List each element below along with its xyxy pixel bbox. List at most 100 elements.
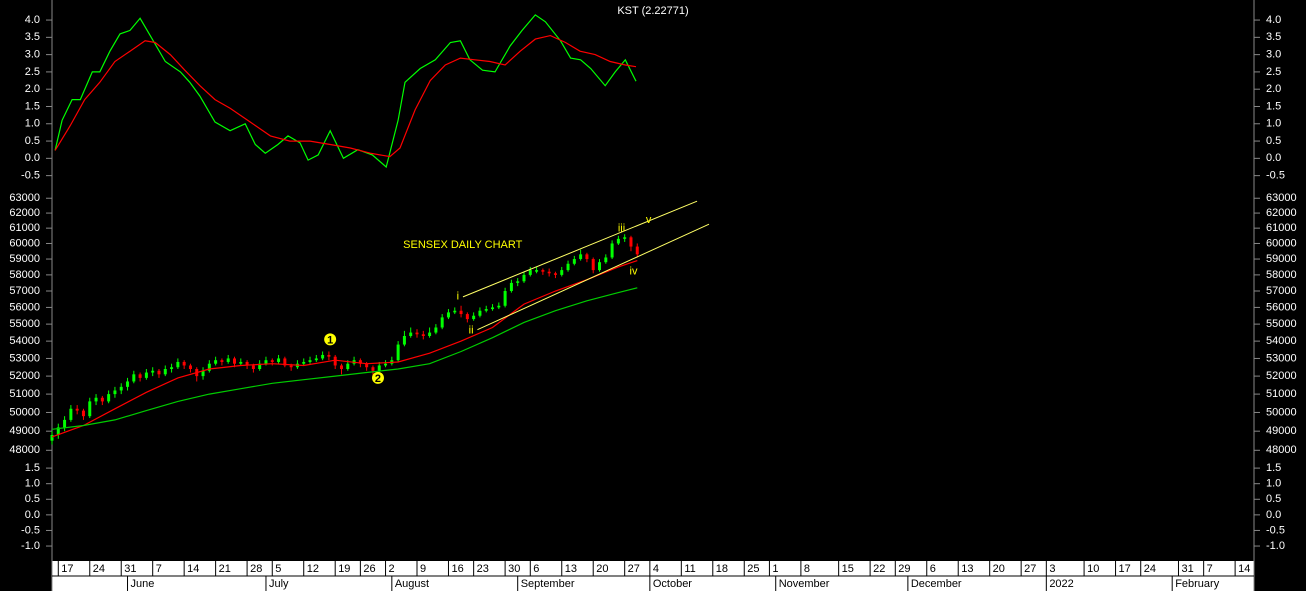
x-tick-label: 14 bbox=[187, 563, 199, 575]
y-tick-label-right: 2.5 bbox=[1266, 66, 1281, 78]
x-tick-label: 15 bbox=[842, 563, 854, 575]
candle-body bbox=[402, 335, 406, 345]
y-tick-label: 0.0 bbox=[25, 152, 40, 164]
y-tick-label-right: 1.0 bbox=[1266, 118, 1281, 130]
candle-body bbox=[339, 365, 343, 370]
x-tick-label: 13 bbox=[565, 563, 577, 575]
y-tick-label: 50000 bbox=[9, 406, 40, 418]
month-label: 2022 bbox=[1049, 578, 1073, 590]
x-tick-label: 23 bbox=[477, 563, 489, 575]
x-tick-label: 5 bbox=[275, 563, 281, 575]
x-tick-label: 28 bbox=[250, 563, 262, 575]
x-tick-label: 31 bbox=[1181, 563, 1193, 575]
candle-body bbox=[239, 361, 243, 364]
candle-body bbox=[170, 367, 174, 370]
candle-body bbox=[346, 363, 350, 370]
x-tick-label: 6 bbox=[533, 563, 539, 575]
y-tick-label: 48000 bbox=[9, 444, 40, 456]
x-tick-label: 19 bbox=[338, 563, 350, 575]
candle-body bbox=[50, 434, 54, 441]
trend-line bbox=[477, 223, 710, 331]
candle-body bbox=[541, 270, 545, 272]
y-tick-label: 56000 bbox=[9, 301, 40, 313]
x-tick-label: 4 bbox=[653, 563, 659, 575]
candle-body bbox=[465, 314, 469, 320]
candle-body bbox=[308, 360, 312, 362]
y-tick-label: 2.0 bbox=[25, 83, 40, 95]
y-tick-label-right: -0.5 bbox=[1266, 170, 1285, 182]
annotation: v bbox=[646, 214, 652, 226]
candle-body bbox=[358, 360, 362, 364]
y-tick-label: -1.0 bbox=[21, 540, 40, 552]
x-tick-label: 31 bbox=[124, 563, 136, 575]
candle-body bbox=[56, 427, 60, 435]
x-tick-label: 27 bbox=[1024, 563, 1036, 575]
series-line bbox=[51, 260, 638, 438]
y-tick-label-right: 51000 bbox=[1266, 388, 1297, 400]
candle-body bbox=[434, 327, 438, 333]
y-tick-label-right: 56000 bbox=[1266, 301, 1297, 313]
x-tick-label: 9 bbox=[420, 563, 426, 575]
y-tick-label-right: 49000 bbox=[1266, 425, 1297, 437]
y-tick-label-right: 0.0 bbox=[1266, 152, 1281, 164]
candle-body bbox=[63, 419, 67, 428]
x-tick-label: 24 bbox=[93, 563, 105, 575]
candle-body bbox=[503, 291, 507, 306]
x-tick-label: 10 bbox=[1087, 563, 1099, 575]
y-tick-label: 0.5 bbox=[25, 135, 40, 147]
x-tick-label: 7 bbox=[1207, 563, 1213, 575]
y-tick-label-right: 3.0 bbox=[1266, 49, 1281, 61]
month-label: June bbox=[131, 578, 155, 590]
candle-body bbox=[579, 254, 583, 260]
x-tick-label: 13 bbox=[961, 563, 973, 575]
candle-body bbox=[535, 270, 539, 272]
y-tick-label: 51000 bbox=[9, 388, 40, 400]
chart-title: KST (2.22771) bbox=[617, 5, 688, 17]
y-tick-label: 1.5 bbox=[25, 462, 40, 474]
y-tick-label: 1.0 bbox=[25, 118, 40, 130]
marker-label: 2 bbox=[375, 373, 381, 385]
marker-label: 1 bbox=[327, 334, 333, 346]
candle-body bbox=[94, 397, 98, 402]
candle-body bbox=[572, 259, 576, 264]
candle-body bbox=[113, 390, 117, 395]
candle-body bbox=[132, 374, 136, 382]
x-tick-label: 3 bbox=[1049, 563, 1055, 575]
y-tick-label-right: 59000 bbox=[1266, 253, 1297, 265]
candle-body bbox=[591, 259, 595, 271]
y-tick-label-right: 3.5 bbox=[1266, 31, 1281, 43]
y-tick-label-right: 62000 bbox=[1266, 207, 1297, 219]
candle-body bbox=[176, 361, 180, 368]
y-tick-label-right: 4.0 bbox=[1266, 14, 1281, 26]
candle-body bbox=[560, 270, 564, 275]
candle-body bbox=[88, 401, 92, 417]
y-tick-label: 62000 bbox=[9, 207, 40, 219]
candle-body bbox=[547, 271, 551, 274]
y-tick-label: 59000 bbox=[9, 253, 40, 265]
candle-body bbox=[598, 262, 602, 271]
x-tick-label: 16 bbox=[451, 563, 463, 575]
candle-body bbox=[321, 354, 325, 359]
x-tick-label: 2 bbox=[389, 563, 395, 575]
candle-body bbox=[107, 394, 111, 402]
y-tick-label-right: 1.5 bbox=[1266, 462, 1281, 474]
x-tick-label: 20 bbox=[596, 563, 608, 575]
y-tick-label: 0.0 bbox=[25, 509, 40, 521]
month-label: September bbox=[521, 578, 575, 590]
candle-body bbox=[371, 367, 375, 371]
x-tick-label: 20 bbox=[993, 563, 1005, 575]
y-tick-label-right: 1.0 bbox=[1266, 478, 1281, 490]
y-tick-label: -0.5 bbox=[21, 524, 40, 536]
candle-body bbox=[69, 408, 73, 420]
candle-body bbox=[365, 363, 369, 368]
candle-body bbox=[214, 360, 218, 364]
y-tick-label-right: 54000 bbox=[1266, 335, 1297, 347]
x-tick-label: 7 bbox=[156, 563, 162, 575]
candle-body bbox=[616, 238, 620, 244]
candle-body bbox=[623, 237, 627, 239]
y-tick-label: 3.5 bbox=[25, 31, 40, 43]
candle-body bbox=[270, 360, 274, 362]
y-tick-label: 3.0 bbox=[25, 49, 40, 61]
candle-body bbox=[377, 365, 381, 371]
